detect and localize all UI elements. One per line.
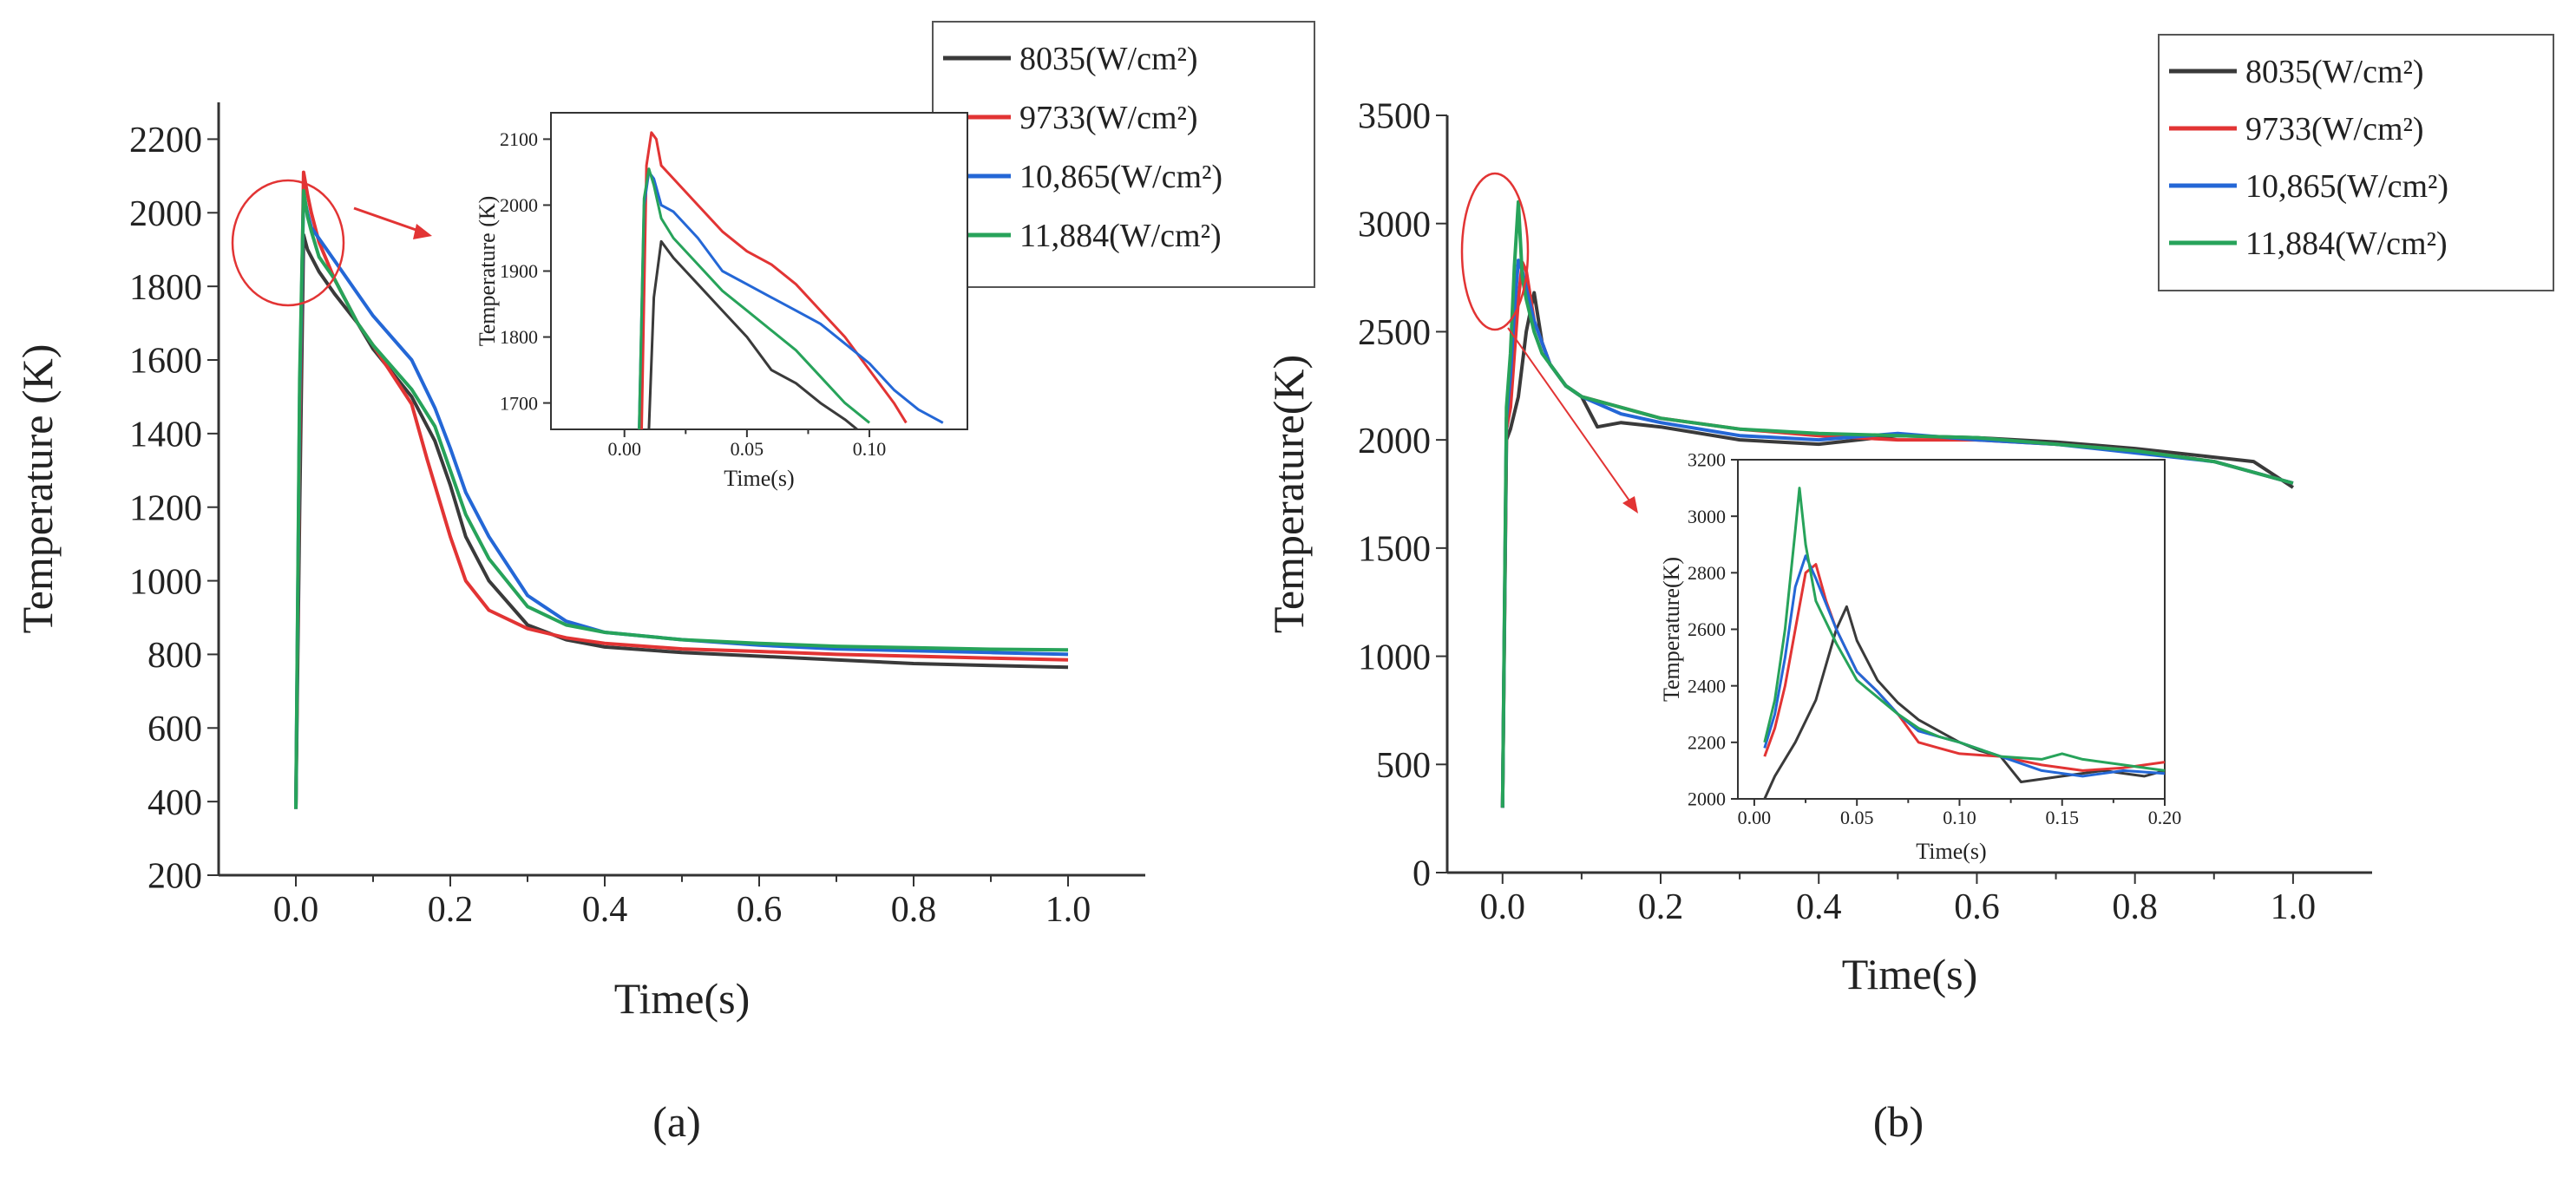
y-tick-label: 500 (1376, 746, 1431, 786)
y-axis-label: Temperature(K) (1264, 355, 1313, 633)
y-tick-label: 2200 (1688, 732, 1726, 754)
legend-label: 9733(W/cm²) (2245, 111, 2424, 147)
legend-label: 11,884(W/cm²) (1019, 218, 1222, 254)
y-tick-label: 2100 (500, 128, 538, 150)
x-tick-label: 0.10 (1943, 807, 1976, 828)
y-axis-label: Temperature(K) (1659, 557, 1684, 702)
y-tick-label: 0 (1413, 854, 1431, 894)
series-line-s10865 (1763, 554, 2166, 778)
callout-annotations (231, 172, 1638, 513)
b-inset-frame (1737, 459, 2166, 800)
x-tick-label: 0.05 (1840, 807, 1874, 828)
a-main-chart: 0.0 0.2 0.4 0.6 0.8 1.0 200 400 600 800 1000 1200 14… (13, 21, 1315, 1023)
a-main-legend: 8035(W/cm²) 9733(W/cm²) 10,865(W/cm²) 11,88… (932, 21, 1315, 288)
x-tick-label: 0.10 (853, 438, 887, 460)
y-axis-label: Temperature (K) (13, 344, 62, 634)
y-tick-label: 1200 (129, 488, 202, 528)
y-tick-label: 2000 (1358, 422, 1431, 461)
peak-highlight-ellipse-a (231, 179, 345, 307)
y-tick-label: 2000 (500, 194, 538, 216)
y-tick-label: 3000 (1358, 205, 1431, 245)
legend-label: 11,884(W/cm²) (2245, 226, 2448, 262)
y-tick-label: 1400 (129, 415, 202, 455)
y-tick-label: 1700 (500, 392, 538, 414)
charts-layer: 0.0 0.2 0.4 0.6 0.8 1.0 200 400 600 800 1000 1200 14… (13, 21, 2554, 1023)
x-axis-label: Time(s) (724, 466, 794, 491)
y-tick-label: 1800 (500, 326, 538, 348)
x-tick-label: 0.6 (1954, 887, 2000, 927)
legend-label: 8035(W/cm²) (2245, 54, 2424, 90)
y-tick-label: 1000 (129, 562, 202, 602)
peak-highlight-ellipse-b (1460, 172, 1530, 331)
x-tick-label: 0.0 (273, 890, 319, 930)
callout-arrowhead-a (413, 224, 432, 239)
panel-a-label: (a) (652, 1097, 701, 1146)
series-line-s9733 (294, 170, 1069, 809)
x-tick-label: 0.15 (2045, 807, 2079, 828)
y-tick-label: 2000 (129, 194, 202, 234)
legend-box (932, 21, 1315, 288)
y-tick-label: 2000 (1688, 788, 1726, 810)
x-tick-label: 0.05 (731, 438, 764, 460)
series-line-s8035 (1763, 605, 2166, 800)
x-tick-label: 0.4 (582, 890, 628, 930)
series-line-s8035 (1500, 291, 2294, 808)
series-line-s8035 (647, 239, 858, 431)
series-line-s11884 (1500, 200, 2294, 808)
x-axis-label: Time(s) (1842, 950, 1978, 998)
y-tick-label: 1500 (1358, 530, 1431, 570)
y-tick-label: 3000 (1688, 506, 1726, 527)
y-axis-label: Temperature (K) (475, 196, 500, 347)
panel-b-label: (b) (1873, 1097, 1924, 1146)
x-tick-label: 0.8 (2112, 887, 2158, 927)
series-line-s8035 (294, 232, 1069, 809)
x-tick-label: 0.4 (1796, 887, 1842, 927)
x-tick-label: 0.00 (607, 438, 641, 460)
legend-box (2158, 34, 2554, 291)
y-tick-label: 1600 (129, 342, 202, 382)
x-axis-label: Time(s) (614, 974, 751, 1023)
x-tick-label: 0.2 (428, 890, 474, 930)
b-main-legend: 8035(W/cm²) 9733(W/cm²) 10,865(W/cm²) 11,88… (2158, 34, 2554, 291)
callout-arrow-a (353, 206, 424, 234)
x-tick-label: 0.20 (2148, 807, 2182, 828)
y-tick-label: 1800 (129, 268, 202, 308)
legend-label: 8035(W/cm²) (1019, 41, 1198, 77)
y-tick-label: 2800 (1688, 562, 1726, 584)
y-tick-label: 1000 (1358, 638, 1431, 677)
y-tick-label: 200 (147, 857, 202, 897)
y-tick-label: 1900 (500, 260, 538, 282)
y-tick-label: 2200 (129, 121, 202, 160)
series-line-s11884 (638, 167, 871, 430)
series-line-s11884 (1763, 487, 2166, 772)
x-tick-label: 0.8 (891, 890, 937, 930)
y-tick-label: 3200 (1688, 449, 1726, 471)
a-inset-frame (550, 112, 968, 430)
y-tick-label: 800 (147, 636, 202, 676)
b-inset-chart: 0.00 0.05 0.10 0.15 0.20 2000 2200 2400 2600 2800… (1659, 449, 2181, 864)
y-tick-label: 2500 (1358, 313, 1431, 353)
x-tick-label: 0.00 (1738, 807, 1772, 828)
y-tick-label: 2600 (1688, 618, 1726, 640)
y-tick-label: 3500 (1358, 97, 1431, 137)
callout-arrow-b (1507, 327, 1632, 504)
callout-arrowhead-b (1622, 496, 1638, 513)
a-inset-chart: 0.00 0.05 0.10 1700 1800 1900 2000 2100 Time(s) T… (475, 112, 968, 491)
x-tick-label: 1.0 (1045, 890, 1091, 930)
x-tick-label: 0.0 (1480, 887, 1526, 927)
x-tick-label: 0.6 (737, 890, 783, 930)
y-tick-label: 600 (147, 710, 202, 749)
x-tick-label: 1.0 (2271, 887, 2317, 927)
x-tick-label: 0.2 (1638, 887, 1684, 927)
x-axis-label: Time(s) (1916, 839, 1986, 864)
legend-label: 10,865(W/cm²) (1019, 159, 1222, 195)
series-line-s11884 (294, 188, 1069, 809)
y-tick-label: 2400 (1688, 675, 1726, 697)
legend-label: 9733(W/cm²) (1019, 100, 1198, 136)
b-main-chart: 0.0 0.2 0.4 0.6 0.8 1.0 0 500 1000 1500 2000 2500 30… (1264, 34, 2554, 998)
y-tick-label: 400 (147, 783, 202, 823)
legend-label: 10,865(W/cm²) (2245, 168, 2448, 205)
